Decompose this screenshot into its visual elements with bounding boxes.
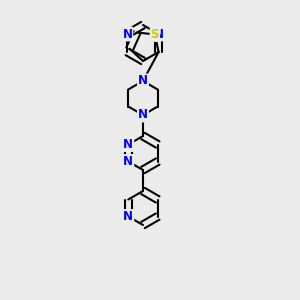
Text: N: N: [154, 28, 164, 40]
Text: N: N: [123, 210, 133, 223]
Text: N: N: [138, 74, 148, 88]
Text: S: S: [151, 28, 159, 41]
Text: N: N: [138, 109, 148, 122]
Text: N: N: [123, 138, 133, 151]
Text: N: N: [122, 28, 132, 40]
Text: N: N: [123, 155, 133, 168]
